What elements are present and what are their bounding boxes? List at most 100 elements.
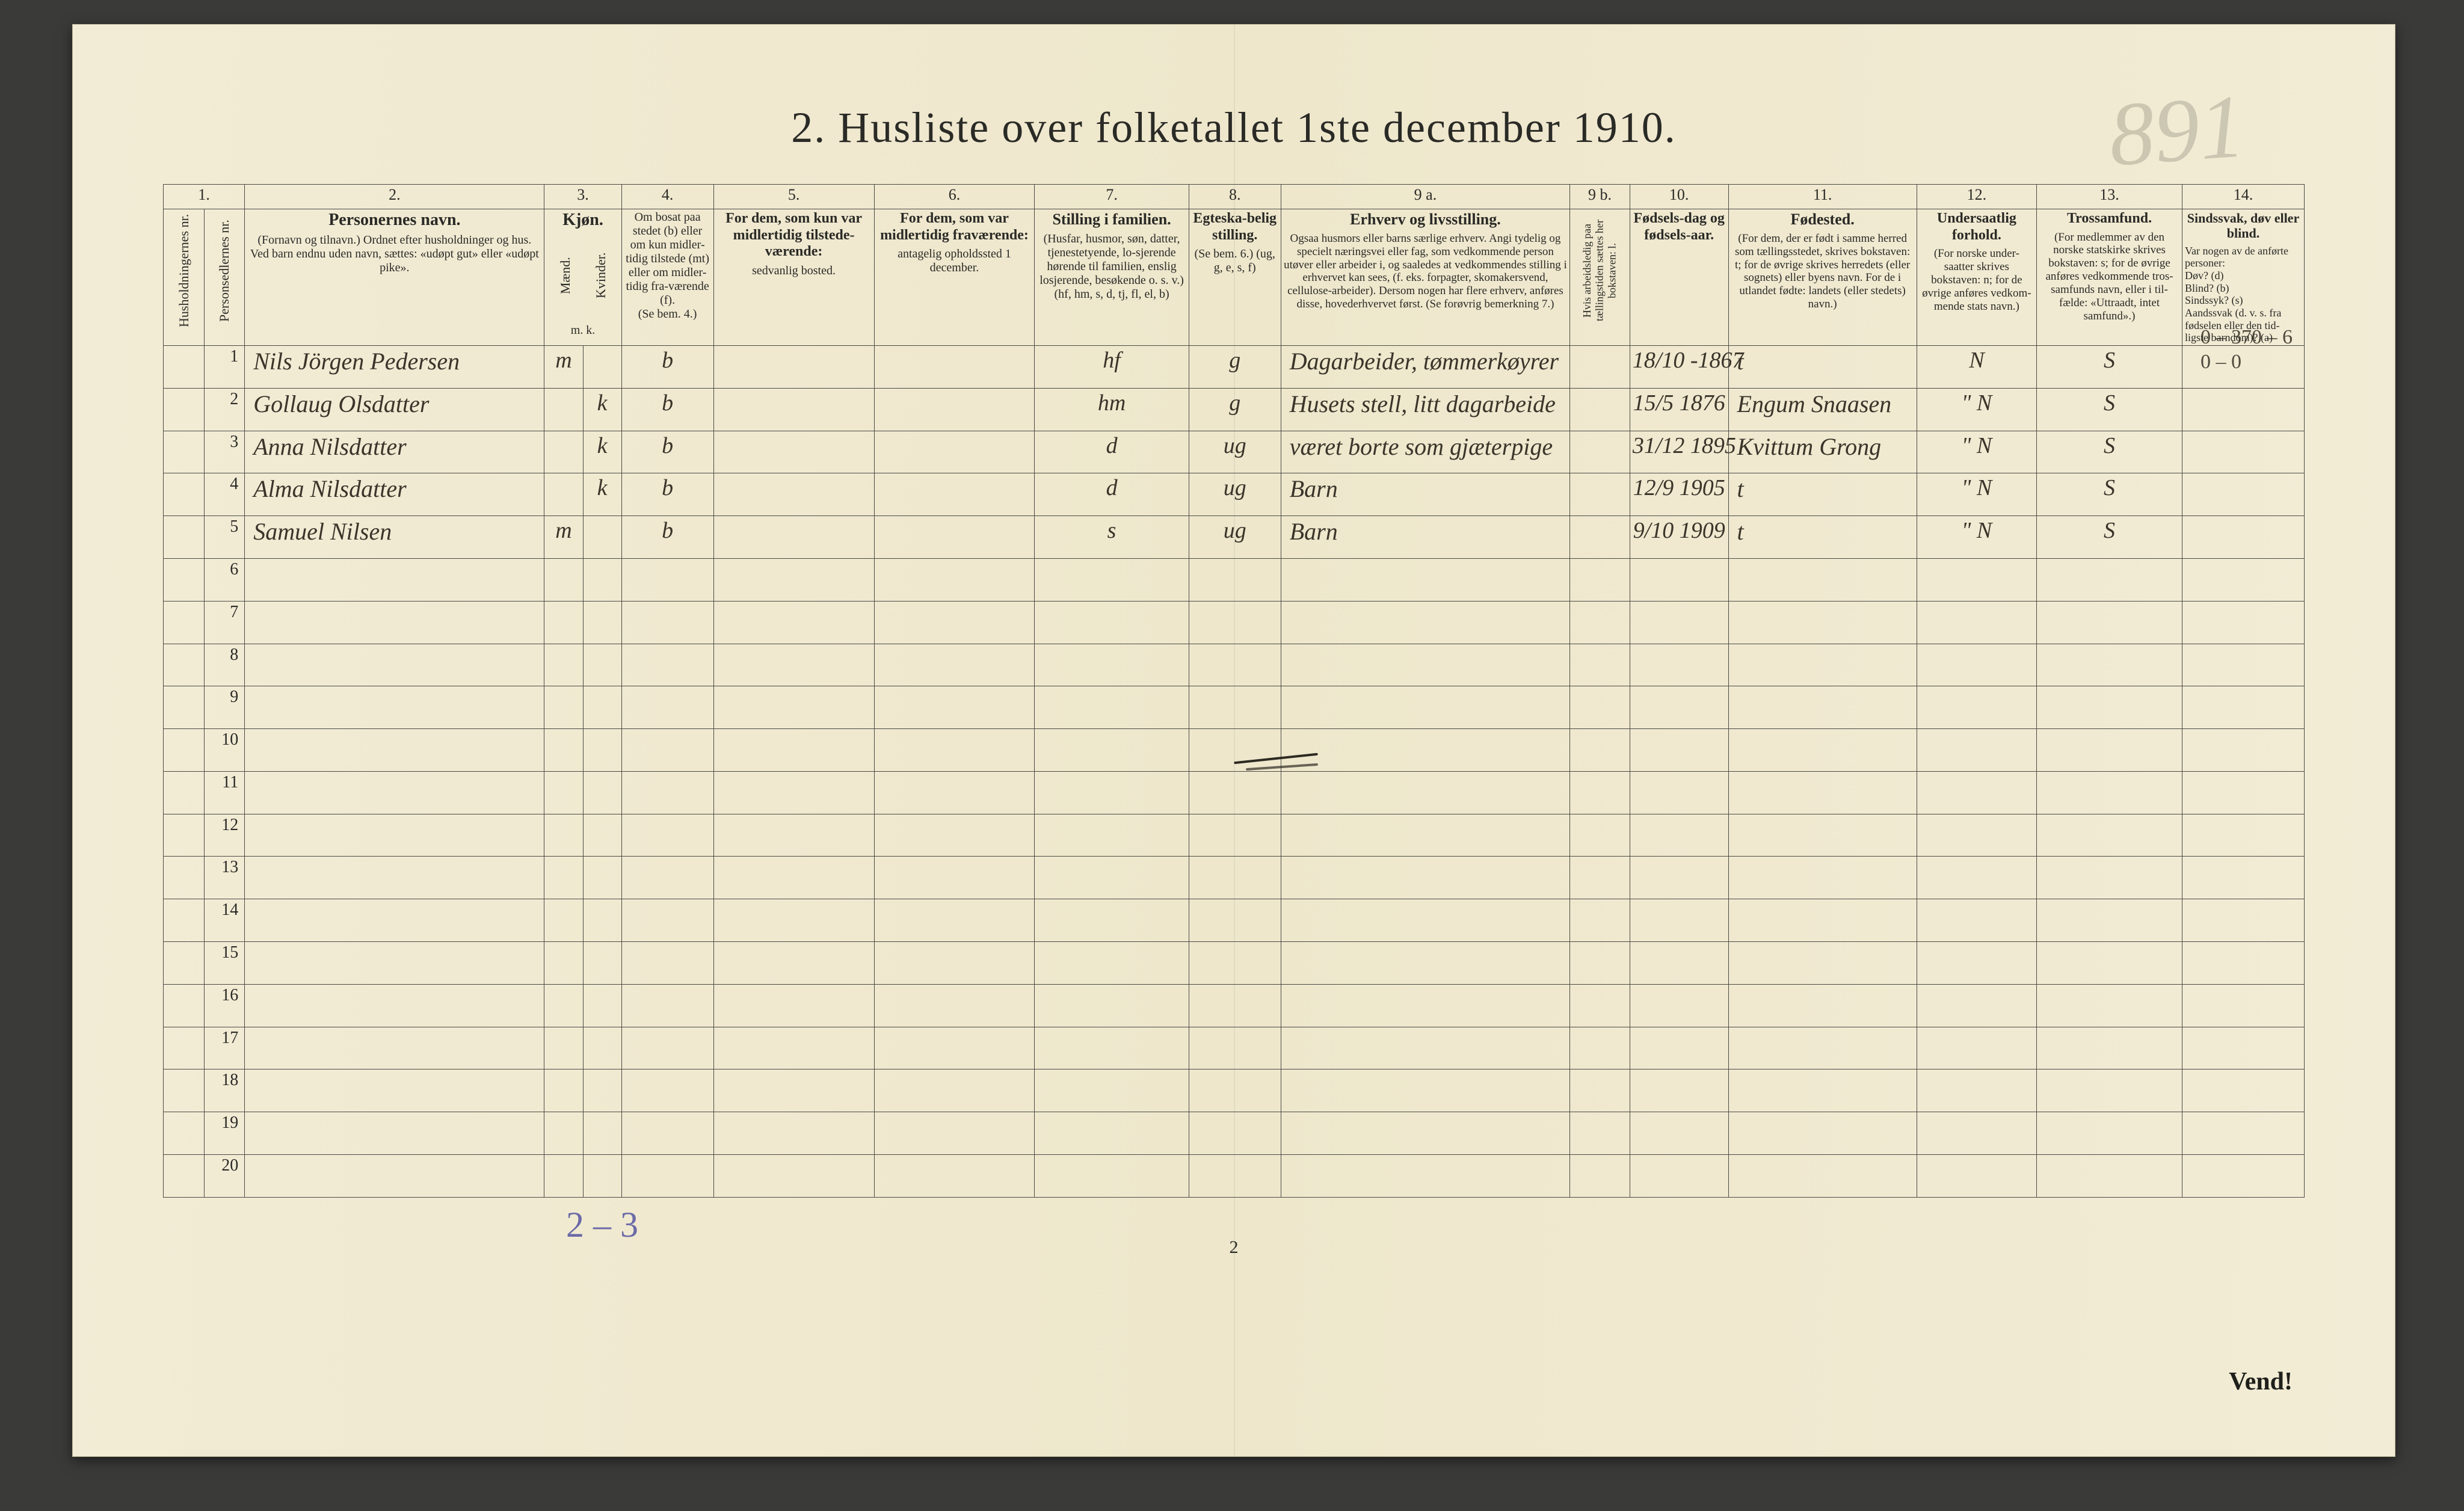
cell-blank xyxy=(1630,1027,1728,1069)
cell-blank xyxy=(1281,729,1569,772)
cell-hushold-nr xyxy=(164,559,205,602)
cell-blank xyxy=(1189,1069,1281,1112)
cell-bosat: b xyxy=(621,431,713,473)
cell-erhverv: Dagarbeider, tømmerkøyrer xyxy=(1281,346,1569,389)
cell-blank xyxy=(1630,686,1728,729)
header-midlertidig-tilstede: For dem, som kun var midlertidig tilsted… xyxy=(713,209,874,346)
cell-blank xyxy=(2182,942,2305,985)
cell-hushold-nr xyxy=(164,1027,205,1069)
cell-mf-opphold xyxy=(874,346,1035,389)
cell-blank xyxy=(1728,942,1917,985)
cell-blank xyxy=(1189,559,1281,602)
col-num: 11. xyxy=(1728,185,1917,209)
header-egteskabelig: Egteska-belig stilling. (Se bem. 6.) (ug… xyxy=(1189,209,1281,346)
cell-blank xyxy=(2037,1154,2182,1197)
col-num: 4. xyxy=(621,185,713,209)
cell-blank xyxy=(2182,1154,2305,1197)
cell-blank xyxy=(1281,601,1569,644)
cell-blank xyxy=(713,984,874,1027)
cell-blank xyxy=(544,1027,583,1069)
cell-blank xyxy=(713,559,874,602)
cell-blank xyxy=(1630,644,1728,686)
cell-blank xyxy=(2182,644,2305,686)
cell-blank xyxy=(1189,771,1281,814)
cell-blank xyxy=(1189,984,1281,1027)
col-num: 8. xyxy=(1189,185,1281,209)
cell-person-nr: 13 xyxy=(204,857,245,899)
cell-blank xyxy=(544,899,583,942)
cell-blank xyxy=(544,814,583,857)
cell-blank xyxy=(1630,601,1728,644)
cell-blank xyxy=(245,729,544,772)
cell-blank xyxy=(544,857,583,899)
cell-blank xyxy=(1281,1027,1569,1069)
cell-mf-opphold xyxy=(874,431,1035,473)
cell-blank xyxy=(621,1069,713,1112)
cell-blank xyxy=(583,1027,621,1069)
cell-person-nr: 10 xyxy=(204,729,245,772)
cell-mt-bosted xyxy=(713,346,874,389)
cell-blank xyxy=(1630,1112,1728,1155)
cell-blank xyxy=(874,942,1035,985)
table-row: 4Alma NilsdatterkbdugBarn12/9 1905t" NS xyxy=(164,473,2305,516)
cell-blank xyxy=(713,771,874,814)
cell-blank xyxy=(713,1112,874,1155)
col-num: 1. xyxy=(164,185,245,209)
col-num: 10. xyxy=(1630,185,1728,209)
cell-blank xyxy=(1281,814,1569,857)
cell-blank xyxy=(621,601,713,644)
vend-label: Vend! xyxy=(2229,1367,2293,1396)
cell-blank xyxy=(583,771,621,814)
cell-blank xyxy=(874,729,1035,772)
cell-blank xyxy=(1728,771,1917,814)
cell-blank xyxy=(2037,644,2182,686)
cell-arbeidsledig xyxy=(1570,473,1630,516)
cell-hushold-nr xyxy=(164,431,205,473)
cell-hushold-nr xyxy=(164,857,205,899)
cell-hushold-nr xyxy=(164,644,205,686)
cell-blank xyxy=(1728,1027,1917,1069)
header-fodested: Fødested. (For dem, der er født i samme … xyxy=(1728,209,1917,346)
cell-erhverv: Barn xyxy=(1281,473,1569,516)
cell-sindssvak xyxy=(2182,473,2305,516)
cell-blank xyxy=(1728,729,1917,772)
cell-blank xyxy=(1035,942,1189,985)
cell-undersaat: " N xyxy=(1917,473,2036,516)
cell-blank xyxy=(713,644,874,686)
cell-blank xyxy=(1035,899,1189,942)
cell-blank xyxy=(1917,857,2036,899)
cell-blank xyxy=(1281,686,1569,729)
cell-person-nr: 7 xyxy=(204,601,245,644)
cell-blank xyxy=(544,601,583,644)
cell-blank xyxy=(1630,729,1728,772)
cell-blank xyxy=(245,601,544,644)
cell-undersaat: " N xyxy=(1917,431,2036,473)
table-row-blank: 7 xyxy=(164,601,2305,644)
cell-mt-bosted xyxy=(713,388,874,431)
cell-blank xyxy=(1630,857,1728,899)
cell-blank xyxy=(1035,1154,1189,1197)
cell-blank xyxy=(583,1112,621,1155)
cell-sindssvak xyxy=(2182,431,2305,473)
cell-blank xyxy=(1917,644,2036,686)
cell-blank xyxy=(1189,942,1281,985)
cell-blank xyxy=(245,686,544,729)
header-undersaatlig: Undersaatlig forhold. (For norske under-… xyxy=(1917,209,2036,346)
cell-blank xyxy=(2037,686,2182,729)
cell-blank xyxy=(2037,559,2182,602)
cell-blank xyxy=(1728,899,1917,942)
cell-blank xyxy=(1630,984,1728,1027)
cell-blank xyxy=(2182,771,2305,814)
cell-blank xyxy=(1570,686,1630,729)
cell-blank xyxy=(583,814,621,857)
table-row: 5Samuel NilsenmbsugBarn9/10 1909t" NS xyxy=(164,516,2305,559)
cell-hushold-nr xyxy=(164,984,205,1027)
cell-sindssvak xyxy=(2182,516,2305,559)
cell-blank xyxy=(1917,601,2036,644)
cell-person-nr: 6 xyxy=(204,559,245,602)
cell-blank xyxy=(1917,729,2036,772)
cell-blank xyxy=(713,1027,874,1069)
cell-blank xyxy=(1189,1112,1281,1155)
cell-person-nr: 14 xyxy=(204,899,245,942)
cell-blank xyxy=(874,1112,1035,1155)
